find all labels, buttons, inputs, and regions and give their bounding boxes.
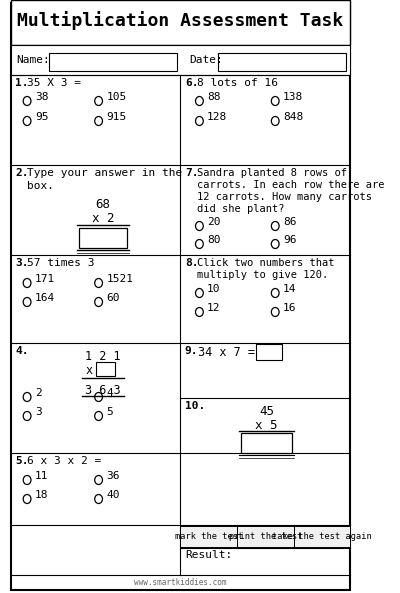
Text: 34 x 7 =: 34 x 7 = (198, 346, 255, 359)
Text: 4.: 4. (15, 346, 28, 356)
Text: carrots. In each row there are: carrots. In each row there are (197, 180, 384, 190)
Text: 3.: 3. (15, 258, 28, 268)
Text: x 2: x 2 (92, 212, 114, 225)
Text: 36: 36 (106, 471, 120, 481)
Text: 40: 40 (106, 490, 120, 500)
Bar (96, 362, 115, 376)
Text: 8 lots of 16: 8 lots of 16 (197, 78, 278, 88)
Text: 10.: 10. (185, 401, 205, 411)
Text: 3: 3 (35, 407, 42, 417)
Text: x: x (86, 364, 93, 377)
Text: 16: 16 (283, 303, 296, 313)
Text: 20: 20 (207, 217, 221, 227)
Bar (50, 53, 177, 71)
Text: 3 6 3: 3 6 3 (85, 384, 121, 397)
Text: 68: 68 (96, 198, 110, 211)
Text: 18: 18 (35, 490, 48, 500)
Text: did she plant?: did she plant? (197, 204, 284, 214)
Text: 164: 164 (35, 293, 55, 303)
Text: Result:: Result: (185, 550, 232, 560)
Text: 10: 10 (207, 284, 221, 294)
Text: Sandra planted 8 rows of: Sandra planted 8 rows of (197, 168, 347, 178)
Text: Date:: Date: (189, 55, 223, 65)
Text: 915: 915 (106, 112, 127, 122)
Text: Type your answer in the: Type your answer in the (27, 168, 182, 178)
Text: 105: 105 (106, 92, 127, 102)
Text: 95: 95 (35, 112, 48, 122)
Text: box.: box. (27, 181, 54, 191)
Text: 2: 2 (35, 388, 42, 398)
Text: 4: 4 (106, 388, 113, 398)
Text: 86: 86 (283, 217, 296, 227)
Text: Name:: Name: (17, 55, 50, 65)
Text: 12: 12 (207, 303, 221, 313)
Text: 7.: 7. (185, 168, 198, 178)
Bar (237, 526, 294, 547)
Text: take the test again: take the test again (272, 532, 372, 541)
Text: 60: 60 (106, 293, 120, 303)
Text: 9.: 9. (185, 346, 198, 356)
Text: 57 times 3: 57 times 3 (27, 258, 94, 268)
Text: 35 X 3 =: 35 X 3 = (27, 78, 81, 88)
Text: 171: 171 (35, 274, 55, 284)
Text: Click two numbers that: Click two numbers that (197, 258, 334, 268)
Text: print the test: print the test (228, 532, 302, 541)
Text: 11: 11 (35, 471, 48, 481)
Text: 5: 5 (106, 407, 113, 417)
Text: 1521: 1521 (106, 274, 133, 284)
Text: 6.: 6. (185, 78, 198, 88)
Text: 80: 80 (207, 235, 221, 245)
Bar (79, 228, 127, 248)
Bar (11, 0, 350, 45)
Bar (241, 433, 292, 453)
Text: 38: 38 (35, 92, 48, 102)
Text: 8.: 8. (185, 258, 198, 268)
Bar (11, 45, 350, 75)
Text: 88: 88 (207, 92, 221, 102)
Text: 1.: 1. (15, 78, 28, 88)
Text: 45: 45 (259, 405, 274, 418)
Text: 6 x 3 x 2 =: 6 x 3 x 2 = (27, 456, 101, 466)
Text: 96: 96 (283, 235, 296, 245)
Text: 128: 128 (207, 112, 228, 122)
Text: Multiplication Assessment Task: Multiplication Assessment Task (17, 11, 344, 30)
Text: x 5: x 5 (255, 419, 278, 432)
Bar (294, 526, 350, 547)
Text: mark the test: mark the test (175, 532, 243, 541)
Text: 2.: 2. (15, 168, 28, 178)
Bar (256, 344, 282, 360)
Text: 1 2 1: 1 2 1 (85, 350, 121, 363)
Text: 5.: 5. (15, 456, 28, 466)
Text: 14: 14 (283, 284, 296, 294)
Bar (180, 526, 237, 547)
Text: 138: 138 (283, 92, 303, 102)
Text: multiply to give 120.: multiply to give 120. (197, 270, 328, 280)
Text: www.smartkiddies.com: www.smartkiddies.com (134, 578, 227, 587)
Text: 848: 848 (283, 112, 303, 122)
Bar (218, 53, 346, 71)
Text: 12 carrots. How many carrots: 12 carrots. How many carrots (197, 192, 372, 202)
